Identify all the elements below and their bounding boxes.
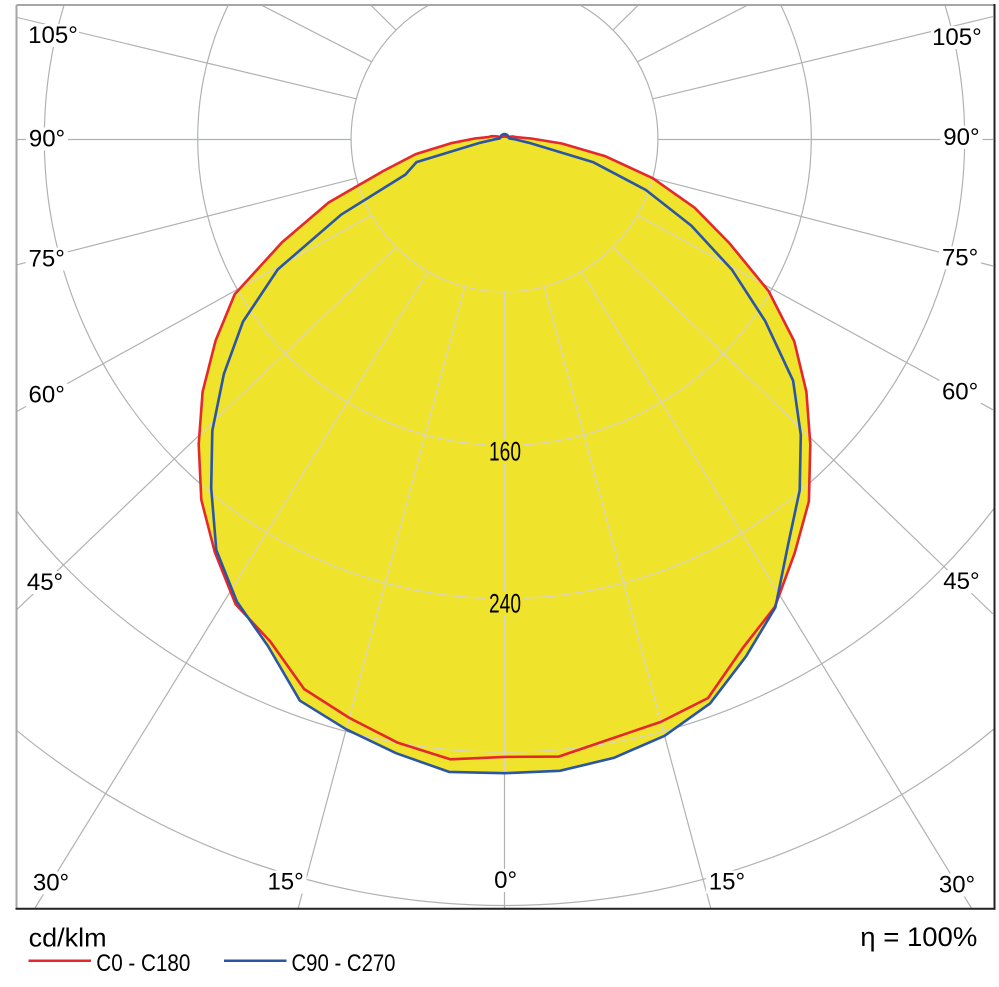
svg-text:30°: 30°: [939, 872, 975, 899]
svg-text:15°: 15°: [267, 869, 303, 896]
svg-text:60°: 60°: [942, 378, 978, 405]
svg-text:75°: 75°: [942, 244, 978, 271]
svg-text:η = 100%: η = 100%: [860, 922, 977, 952]
svg-text:240: 240: [489, 589, 521, 619]
svg-text:75°: 75°: [29, 246, 65, 273]
svg-text:0°: 0°: [494, 867, 517, 894]
svg-text:30°: 30°: [33, 870, 69, 897]
svg-text:cd/klm: cd/klm: [29, 923, 107, 953]
svg-text:C90 - C270: C90 - C270: [292, 950, 396, 977]
svg-text:60°: 60°: [29, 382, 65, 409]
svg-text:90°: 90°: [943, 124, 979, 151]
svg-text:45°: 45°: [27, 569, 63, 596]
svg-text:15°: 15°: [709, 869, 745, 896]
svg-text:160: 160: [489, 437, 521, 467]
svg-text:45°: 45°: [943, 568, 979, 595]
svg-text:105°: 105°: [28, 22, 78, 49]
svg-text:90°: 90°: [29, 126, 65, 153]
svg-text:105°: 105°: [932, 24, 982, 51]
svg-text:C0 - C180: C0 - C180: [96, 950, 190, 977]
